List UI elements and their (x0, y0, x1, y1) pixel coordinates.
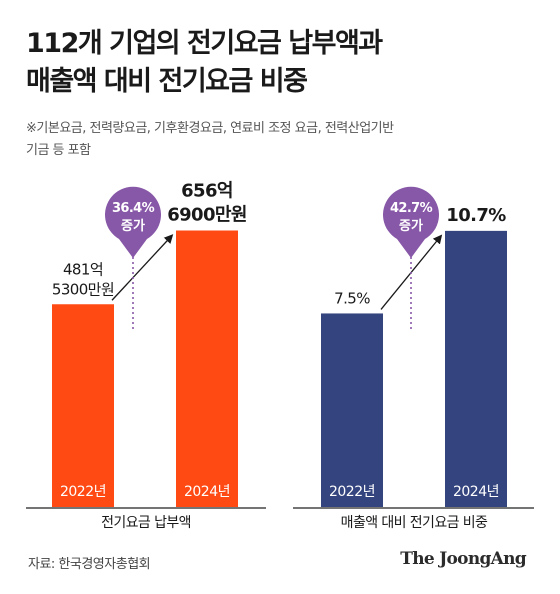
x-axis-label: 매출액 대비 전기요금 비중 (341, 515, 488, 531)
change-percent-label: 36.4% (112, 201, 155, 216)
category-label: 2022년 (60, 484, 106, 500)
category-label: 2024년 (184, 484, 230, 500)
publisher-logo: The JoongAng (400, 549, 526, 569)
footnote-line-2: 기금 등 포함 (26, 143, 91, 158)
change-word-label: 증가 (399, 219, 423, 234)
value-label: 6900만원 (167, 204, 247, 225)
value-label: 5300만원 (52, 280, 114, 298)
value-label: 481억 (63, 260, 103, 278)
value-label: 656억 (181, 180, 233, 201)
category-label: 2022년 (329, 484, 375, 500)
bar-1-2024년 (176, 230, 238, 507)
footnote-line-1: ※기본요금, 전력량요금, 기후환경요금, 연료비 조정 요금, 전력산업기반 (26, 121, 394, 136)
increase-arrow (111, 234, 174, 301)
chart-title-line-1: 112개 기업의 전기요금 납부액과 (26, 28, 383, 59)
value-label: 10.7% (446, 205, 506, 226)
change-word-label: 증가 (121, 219, 145, 234)
chart-title-line-2: 매출액 대비 전기요금 비중 (26, 66, 308, 97)
change-pin-marker (383, 186, 439, 258)
bar-1-2022년 (52, 304, 114, 507)
value-label: 7.5% (334, 289, 370, 307)
category-label: 2024년 (453, 484, 499, 500)
change-pin-marker (105, 186, 161, 258)
change-percent-label: 42.7% (390, 201, 433, 216)
x-axis-label: 전기요금 납부액 (101, 515, 191, 531)
bar-2-2024년 (445, 230, 507, 507)
source-note: 자료: 한국경영자총협회 (28, 557, 151, 572)
bar-2-2022년 (321, 313, 383, 507)
